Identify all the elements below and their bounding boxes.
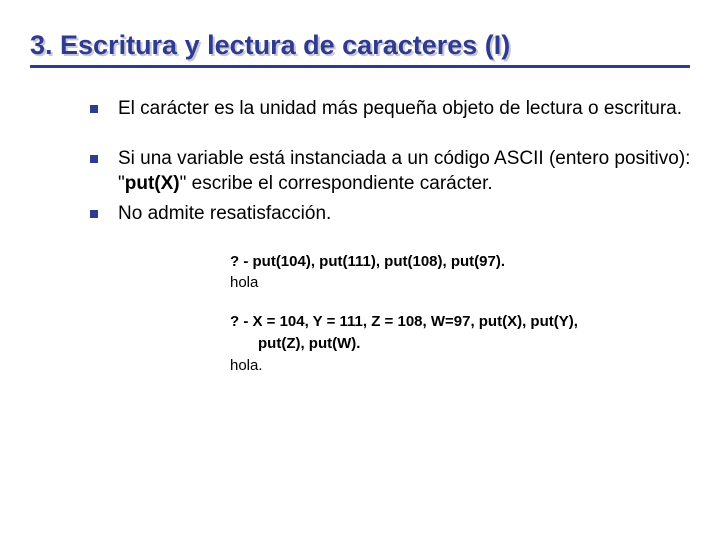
bullet-item-2: Si una variable está instanciada a un có… [90,146,700,197]
put-code: put(X) [125,173,180,194]
title-underline [30,65,690,68]
example-2: ? - X = 104, Y = 111, Z = 108, W=97, put… [230,311,700,374]
bullet-item-1: El carácter es la unidad más pequeña obj… [90,96,700,122]
slide-title-wrap: 3. Escritura y lectura de caracteres (I)… [30,30,700,68]
example-query-line2: put(Z), put(W). [230,333,700,355]
bullet-line-2a: " [118,173,125,194]
bullet-line-1: Si una variable está instanciada a un có… [118,148,690,169]
example-query: ? - put(104), put(111), put(108), put(97… [230,251,700,273]
bullet-line-2b: " escribe el correspondiente carácter. [180,173,493,194]
example-output: hola [230,274,700,291]
bullet-item-3: No admite resatisfacción. [90,201,700,227]
bullet-text: No admite resatisfacción. [118,203,331,224]
examples-region: ? - put(104), put(111), put(108), put(97… [230,251,700,374]
bullet-list: El carácter es la unidad más pequeña obj… [90,96,700,227]
example-1: ? - put(104), put(111), put(108), put(97… [230,251,700,292]
bullet-text: El carácter es la unidad más pequeña obj… [118,98,682,119]
slide-title: 3. Escritura y lectura de caracteres (I) [30,30,700,61]
example-query-line1: ? - X = 104, Y = 111, Z = 108, W=97, put… [230,311,700,333]
example-output: hola. [230,357,700,374]
